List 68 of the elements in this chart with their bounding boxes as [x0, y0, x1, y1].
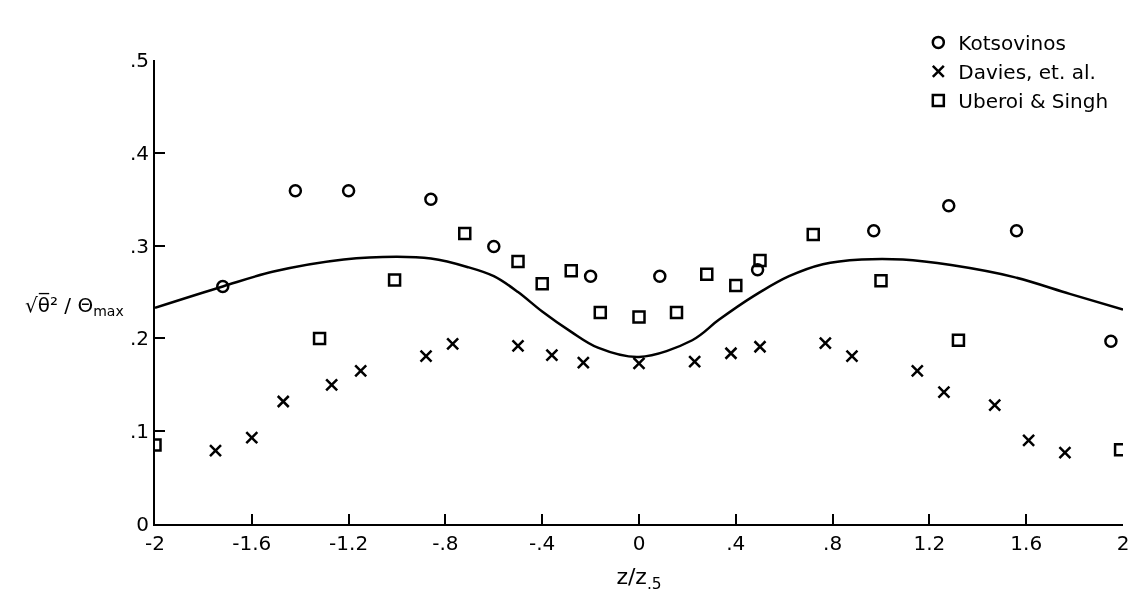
point [341, 184, 356, 198]
point [987, 398, 1002, 412]
point [700, 267, 714, 282]
point [866, 224, 881, 238]
point [276, 394, 291, 409]
y-tick-label: .2 [129, 326, 149, 351]
point [1104, 334, 1118, 348]
point [653, 269, 667, 283]
point [288, 184, 303, 198]
point [1009, 224, 1024, 238]
point [910, 364, 925, 378]
point [487, 239, 501, 254]
point [208, 443, 223, 458]
point [729, 278, 743, 293]
y-tick-label: .1 [129, 419, 149, 444]
point [353, 364, 368, 378]
y-tick-label: .4 [129, 140, 149, 165]
point [576, 355, 591, 370]
x-tick-label: -.8 [432, 531, 459, 555]
x-tick-label: .8 [823, 531, 843, 555]
point [445, 337, 460, 351]
point [419, 349, 433, 363]
point [324, 378, 339, 392]
point [564, 263, 578, 278]
y-tick-label: .3 [129, 233, 149, 258]
x-tick-label: 1.2 [913, 531, 946, 555]
point [583, 269, 598, 283]
x-tick-label: 0 [632, 531, 646, 555]
point [511, 339, 525, 353]
x-tick-label: .4 [726, 531, 746, 555]
point [216, 279, 230, 294]
x-tick-label: -.4 [529, 531, 556, 555]
point [312, 331, 327, 346]
legend-label: Uberoi & Singh [958, 89, 1109, 114]
point [937, 385, 951, 399]
legend-label: Kotsovinos [958, 31, 1066, 56]
point [424, 192, 438, 206]
point [387, 273, 402, 287]
y-tick-label: .5 [129, 48, 149, 72]
point [753, 253, 767, 268]
point [753, 340, 767, 354]
point [818, 336, 833, 350]
point [951, 333, 966, 348]
point [545, 348, 559, 362]
point [458, 226, 472, 241]
point [724, 346, 738, 360]
point [632, 310, 646, 324]
legend-label: Davies, et. al. [958, 60, 1096, 85]
x-axis-title: z/z$_{.5}$ [616, 564, 662, 594]
point [845, 349, 859, 363]
point [632, 356, 646, 371]
x-tick-label: -1.6 [232, 531, 272, 555]
x-tick-label: 2 [1116, 531, 1130, 555]
x-tick-label: 1.6 [1010, 531, 1043, 555]
point [245, 430, 259, 445]
point [1058, 445, 1072, 460]
x-tick-label: -1.2 [329, 531, 369, 555]
point [942, 198, 956, 213]
point [806, 227, 820, 242]
point [669, 305, 684, 320]
point [593, 305, 608, 320]
point [1021, 433, 1036, 448]
point [874, 274, 888, 288]
y-axis-title: √θ̅² / Θ$_{max}$ [25, 292, 124, 319]
point [511, 254, 525, 269]
point [750, 262, 765, 277]
point [535, 276, 549, 291]
point [687, 354, 702, 369]
